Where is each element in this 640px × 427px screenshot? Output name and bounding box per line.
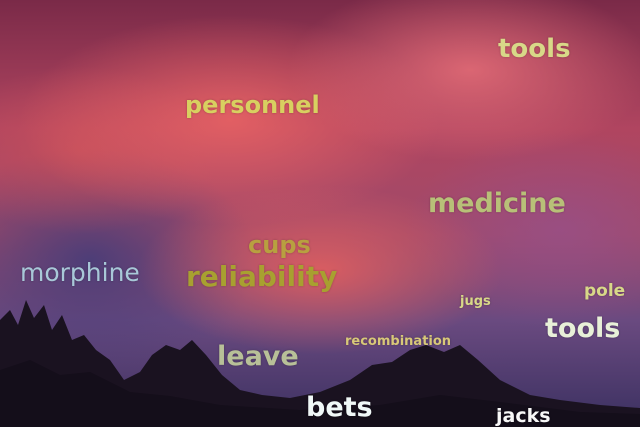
word-tools-2: tools — [545, 313, 621, 344]
word-personnel: personnel — [185, 91, 320, 119]
word-recombination: recombination — [345, 334, 452, 349]
word-tools-1: tools — [498, 34, 571, 64]
word-bets: bets — [306, 392, 373, 423]
word-pole: pole — [584, 281, 626, 301]
word-leave: leave — [217, 341, 299, 372]
word-reliability: reliability — [186, 260, 338, 293]
word-cups: cups — [248, 231, 311, 259]
word-jugs: jugs — [460, 294, 491, 309]
word-medicine: medicine — [428, 188, 566, 219]
word-jacks: jacks — [496, 405, 551, 427]
word-morphine: morphine — [20, 258, 140, 287]
